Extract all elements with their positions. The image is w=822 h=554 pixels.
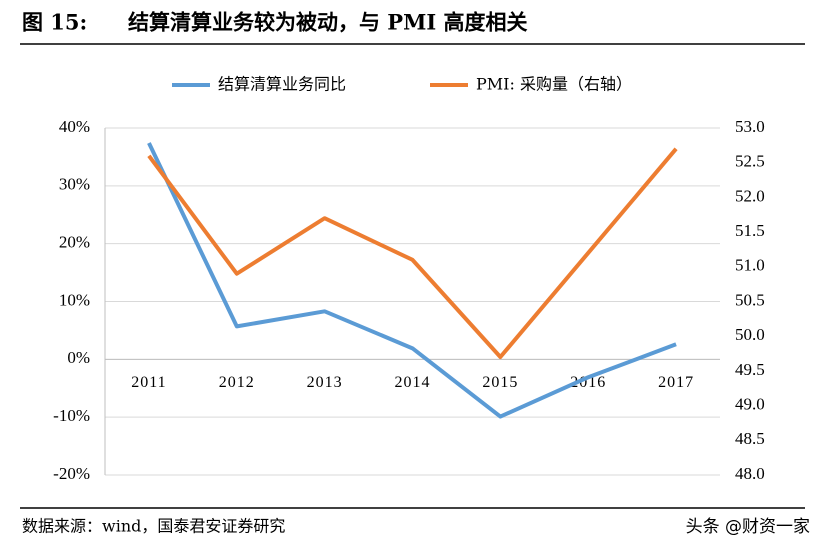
y2-tick-label: 48.5 xyxy=(735,429,765,448)
y2-tick-label: 49.5 xyxy=(735,360,765,379)
y2-tick-label: 50.0 xyxy=(735,325,765,344)
legend-label: PMI: 采购量（右轴） xyxy=(476,75,632,94)
x-tick-label: 2014 xyxy=(395,374,431,391)
series-line xyxy=(147,147,678,360)
x-tick-label: 2016 xyxy=(570,374,606,391)
figure-label: 图 15: xyxy=(22,10,87,35)
y2-tick-label: 50.5 xyxy=(735,290,765,309)
y2-tick-label: 53.0 xyxy=(735,117,765,136)
y2-tick-label: 49.0 xyxy=(735,395,765,414)
y2-tick-label: 52.5 xyxy=(735,152,765,171)
x-tick-label: 2017 xyxy=(658,374,694,391)
y-tick-label: 10% xyxy=(59,290,90,309)
y-tick-label: 40% xyxy=(59,117,90,136)
source: 数据来源：wind，国泰君安证券研究 xyxy=(22,517,285,536)
y-tick-label: 20% xyxy=(59,233,90,252)
y-tick-label: 30% xyxy=(59,175,90,194)
y2-tick-label: 52.0 xyxy=(735,186,765,205)
x-tick-label: 2013 xyxy=(307,374,343,391)
y2-tick-label: 51.5 xyxy=(735,221,765,240)
y2-tick-label: 51.0 xyxy=(735,256,765,275)
y-tick-label: -10% xyxy=(53,406,90,425)
x-tick-label: 2012 xyxy=(219,374,255,391)
x-tick-label: 2011 xyxy=(131,374,166,391)
y2-tick-label: 48.0 xyxy=(735,464,765,483)
y-tick-label: 0% xyxy=(67,348,90,367)
series-line xyxy=(147,142,677,419)
x-tick-label: 2015 xyxy=(482,374,518,391)
chart-title: 结算清算业务较为被动，与 PMI 高度相关 xyxy=(128,10,527,35)
watermark: 头条 @财资一家 xyxy=(686,517,810,537)
legend-label: 结算清算业务同比 xyxy=(218,75,346,94)
y-tick-label: -20% xyxy=(53,464,90,483)
